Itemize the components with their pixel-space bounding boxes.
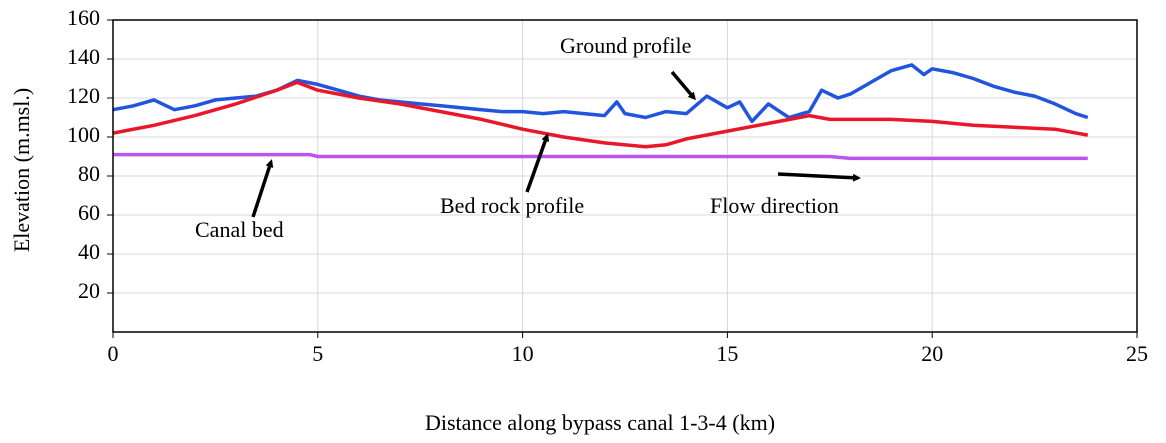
y-tick-label: 40	[78, 239, 100, 264]
series-line	[113, 152, 1088, 161]
x-tick-label: 0	[108, 341, 119, 366]
series-label: Canal bed	[195, 217, 284, 242]
x-tick-label: 10	[512, 341, 534, 366]
y-tick-label: 120	[67, 83, 100, 108]
arrow	[251, 159, 274, 218]
annotation: Flow direction	[710, 193, 839, 218]
y-tick-label: 100	[67, 122, 100, 147]
x-tick-label: 5	[312, 341, 323, 366]
arrow	[777, 172, 861, 182]
y-tick-label: 60	[78, 200, 100, 225]
series-line	[112, 80, 1089, 149]
series-label: Ground profile	[560, 33, 691, 58]
y-tick-label: 140	[67, 44, 100, 69]
arrow	[525, 133, 550, 193]
y-tick-label: 160	[67, 5, 100, 30]
y-tick-label: 80	[78, 161, 100, 186]
arrow	[670, 70, 696, 101]
x-tick-label: 25	[1126, 341, 1148, 366]
y-tick-label: 20	[78, 278, 100, 303]
x-tick-label: 15	[716, 341, 738, 366]
series-line	[112, 63, 1089, 124]
y-axis-title: Elevation (m.msl.)	[9, 88, 34, 252]
x-tick-label: 20	[921, 341, 943, 366]
x-axis-title: Distance along bypass canal 1-3-4 (km)	[425, 410, 775, 435]
series-label: Bed rock profile	[440, 193, 584, 218]
